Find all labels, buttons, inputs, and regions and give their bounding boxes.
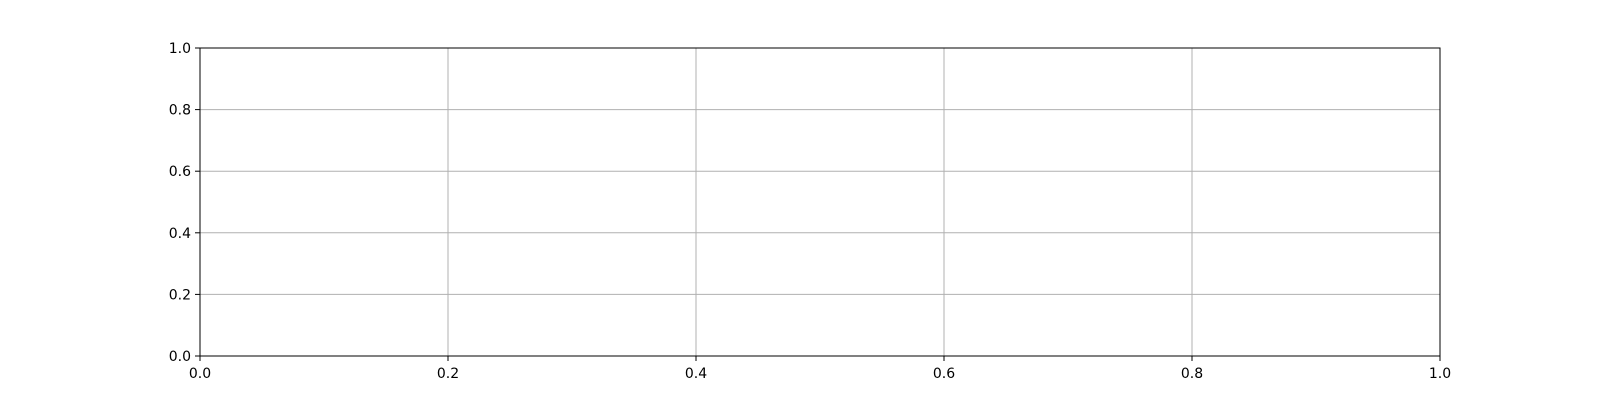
x-tick-label: 1.0 [1429,366,1451,382]
y-tick-label: 1.0 [169,41,191,57]
tick-labels: 0.0 0.2 0.4 0.6 0.8 1.0 0.0 0.2 0.4 0.6 0.8 1.0 [169,41,1451,382]
axes-frame [199,47,1441,357]
x-tick-label: 0.6 [933,366,955,382]
plot-background [200,48,1440,356]
y-tick-label: 0.0 [169,349,191,365]
x-tick-label: 0.8 [1181,366,1203,382]
y-tick-label: 0.4 [169,226,191,242]
axis-ticks [195,47,1441,361]
x-tick-label: 0.4 [685,366,707,382]
y-tick-label: 0.8 [169,103,191,119]
y-tick-label: 0.2 [169,287,191,303]
x-tick-label: 0.2 [437,366,459,382]
y-tick-label: 0.6 [169,164,191,180]
x-tick-label: 0.0 [189,366,211,382]
